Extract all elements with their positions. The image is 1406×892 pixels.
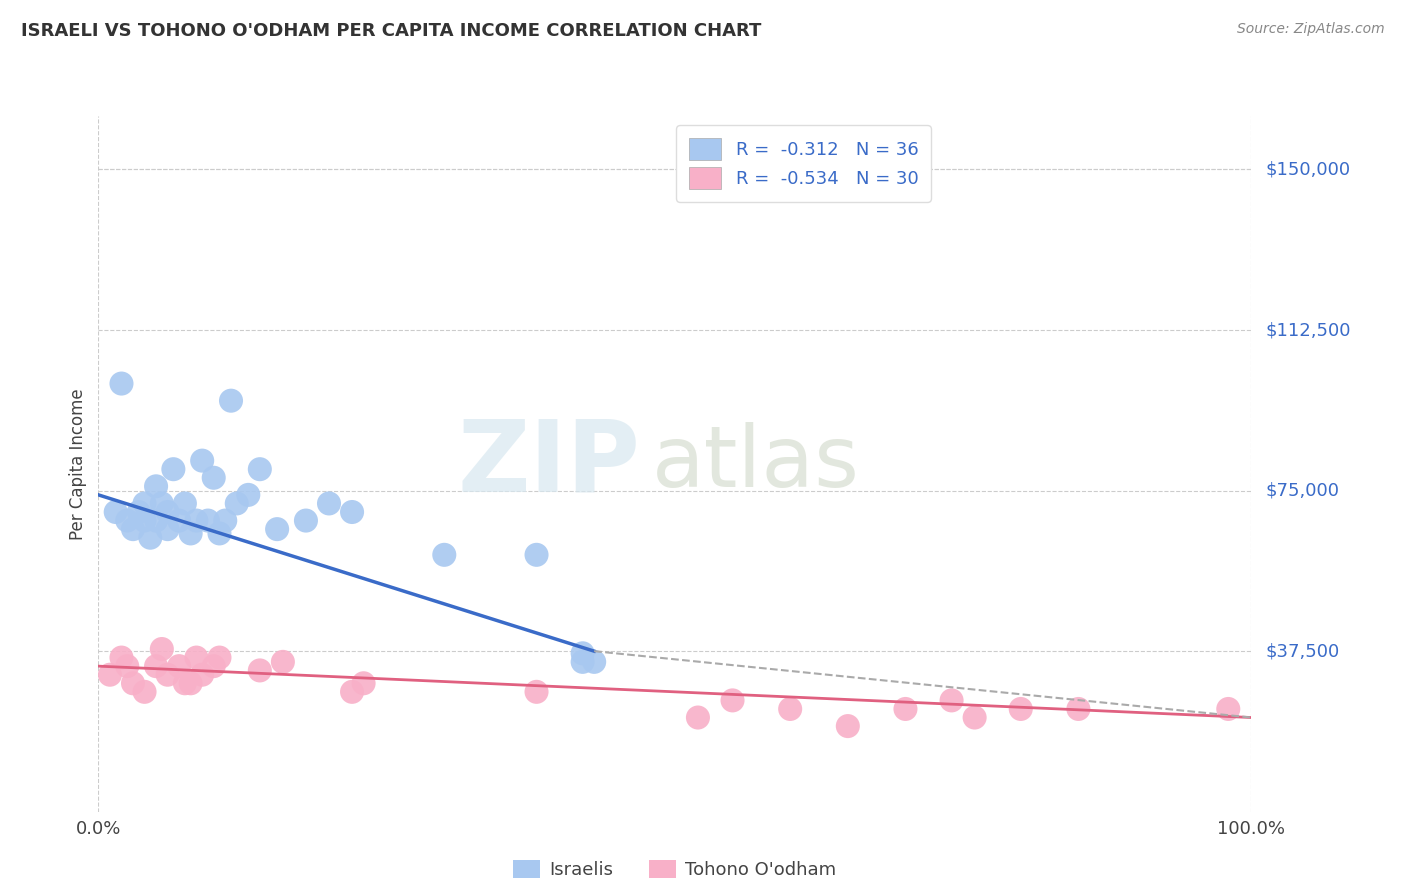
Point	[128, 505, 150, 519]
Point	[145, 514, 167, 528]
Point	[353, 676, 375, 690]
Text: ZIP: ZIP	[457, 416, 640, 512]
Point	[963, 710, 986, 724]
Point	[686, 710, 709, 724]
Point	[150, 496, 173, 510]
Point	[167, 514, 190, 528]
Point	[139, 531, 162, 545]
Point	[156, 505, 179, 519]
Point	[894, 702, 917, 716]
Point	[117, 659, 138, 673]
Text: $112,500: $112,500	[1265, 321, 1351, 339]
Point	[225, 496, 247, 510]
Text: Source: ZipAtlas.com: Source: ZipAtlas.com	[1237, 22, 1385, 37]
Point	[219, 393, 242, 408]
Point	[174, 496, 197, 510]
Point	[134, 496, 156, 510]
Point	[238, 488, 260, 502]
Point	[721, 693, 744, 707]
Point	[295, 514, 318, 528]
Point	[526, 685, 548, 699]
Point	[202, 659, 225, 673]
Point	[134, 514, 156, 528]
Point	[208, 526, 231, 541]
Text: $150,000: $150,000	[1265, 161, 1351, 178]
Point	[197, 514, 219, 528]
Text: $37,500: $37,500	[1265, 642, 1340, 660]
Point	[208, 650, 231, 665]
Point	[122, 676, 145, 690]
Point	[145, 479, 167, 493]
Point	[186, 514, 208, 528]
Text: atlas: atlas	[652, 422, 860, 506]
Point	[941, 693, 963, 707]
Point	[122, 522, 145, 536]
Point	[191, 453, 214, 467]
Point	[156, 667, 179, 681]
Point	[1218, 702, 1240, 716]
Point	[191, 667, 214, 681]
Point	[180, 676, 202, 690]
Point	[110, 650, 132, 665]
Point	[167, 659, 190, 673]
Point	[174, 676, 197, 690]
Y-axis label: Per Capita Income: Per Capita Income	[69, 388, 87, 540]
Point	[202, 471, 225, 485]
Point	[249, 664, 271, 678]
Point	[134, 685, 156, 699]
Point	[571, 646, 593, 660]
Point	[779, 702, 801, 716]
Point	[837, 719, 859, 733]
Point	[98, 667, 121, 681]
Point	[340, 685, 363, 699]
Point	[156, 522, 179, 536]
Point	[340, 505, 363, 519]
Point	[110, 376, 132, 391]
Point	[180, 526, 202, 541]
Point	[145, 659, 167, 673]
Point	[318, 496, 340, 510]
Point	[526, 548, 548, 562]
Point	[249, 462, 271, 476]
Point	[162, 462, 184, 476]
Point	[271, 655, 294, 669]
Point	[1067, 702, 1090, 716]
Point	[214, 514, 236, 528]
Point	[186, 650, 208, 665]
Point	[583, 655, 606, 669]
Point	[150, 642, 173, 657]
Legend: Israelis, Tohono O'odham: Israelis, Tohono O'odham	[506, 853, 844, 886]
Point	[433, 548, 456, 562]
Point	[1010, 702, 1032, 716]
Text: ISRAELI VS TOHONO O'ODHAM PER CAPITA INCOME CORRELATION CHART: ISRAELI VS TOHONO O'ODHAM PER CAPITA INC…	[21, 22, 762, 40]
Point	[571, 655, 593, 669]
Point	[266, 522, 288, 536]
Text: $75,000: $75,000	[1265, 482, 1340, 500]
Point	[104, 505, 127, 519]
Point	[117, 514, 138, 528]
